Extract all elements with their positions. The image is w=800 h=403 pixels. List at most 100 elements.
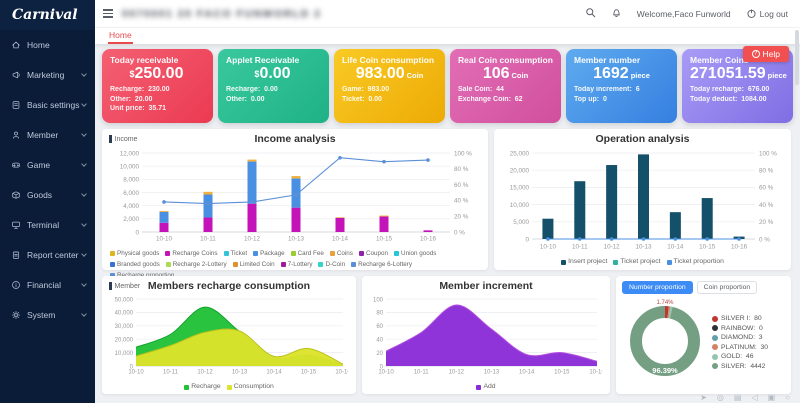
svg-text:10,000: 10,000 <box>120 163 140 170</box>
legend-item-package[interactable]: Package <box>253 249 285 259</box>
svg-text:20,000: 20,000 <box>510 168 530 175</box>
search-icon[interactable] <box>585 7 596 20</box>
legend-item-coupon[interactable]: Coupon <box>358 249 388 259</box>
card-value: 106 Coin <box>482 65 529 82</box>
legend-item-recharge-6-lottery[interactable]: Recharge 6-Lottery <box>351 260 412 270</box>
svg-text:80: 80 <box>376 311 383 317</box>
chevron-down-icon <box>81 161 87 167</box>
svg-text:30,000: 30,000 <box>115 324 134 330</box>
help-button[interactable]: ? Help <box>742 46 789 62</box>
legend-item-recharge-proportion[interactable]: Recharge proportion <box>110 271 174 281</box>
document-icon[interactable]: ▤ <box>733 393 742 402</box>
members-recharge-panel: Member Members recharge consumption 0 10,… <box>102 276 356 394</box>
sidebar-item-system[interactable]: System <box>0 300 95 330</box>
legend-item-ticket[interactable]: Ticket <box>223 249 247 259</box>
legend-item-d-coin[interactable]: D-Coin <box>318 260 345 270</box>
legend-item-ticket-project[interactable]: Ticket project <box>613 257 661 268</box>
legend-item-7-lottery[interactable]: 7-Lottery <box>280 260 312 270</box>
charts-row-2: Member Members recharge consumption 0 10,… <box>102 276 793 394</box>
card-detail-top-up: Top up: 0 <box>574 95 607 103</box>
legend-item-consumption[interactable]: Consumption <box>226 382 274 393</box>
sidebar-item-label: Goods <box>27 190 53 200</box>
donut-legend-item-silver-i[interactable]: SILVER I: 80 <box>712 315 768 322</box>
operation-chart-title: Operation analysis <box>595 133 690 145</box>
breadcrumb-home-tab[interactable]: Home <box>108 28 133 44</box>
chevron-down-icon <box>81 221 87 227</box>
donut-legend-item-platinum[interactable]: PLATINUM: 30 <box>712 344 768 351</box>
settings-icon <box>11 100 27 110</box>
svg-text:10-10: 10-10 <box>378 370 394 376</box>
sidebar-item-label: Marketing <box>27 70 65 80</box>
sidebar-item-report-center[interactable]: Report center <box>0 240 95 270</box>
legend-item-recharge[interactable]: Recharge <box>184 382 221 393</box>
svg-text:2,000: 2,000 <box>123 216 139 223</box>
svg-text:10-11: 10-11 <box>163 370 179 376</box>
sidebar-item-label: Member <box>27 130 59 140</box>
sidebar-item-terminal[interactable]: Terminal <box>0 210 95 240</box>
svg-text:10-14: 10-14 <box>332 236 349 243</box>
tab-coin-proportion[interactable]: Coin proportion <box>696 281 758 294</box>
svg-text:10-11: 10-11 <box>200 236 216 243</box>
printer-icon[interactable]: ▣ <box>767 393 776 402</box>
donut-legend-item-gold[interactable]: GOLD: 46 <box>712 353 768 360</box>
main-area: 0070001 20 FACO FUNWORLD 2 Welcome,Faco … <box>95 0 800 403</box>
svg-text:10-13: 10-13 <box>635 244 652 251</box>
svg-text:10-15: 10-15 <box>554 370 570 376</box>
svg-text:0 %: 0 % <box>759 236 770 243</box>
svg-text:10-10: 10-10 <box>540 244 557 251</box>
goods-icon <box>11 190 27 200</box>
terminal-icon <box>11 220 27 230</box>
svg-text:1.74%: 1.74% <box>656 300 674 306</box>
legend-item-physical-goods[interactable]: Physical goods <box>110 249 159 259</box>
sidebar-item-game[interactable]: Game <box>0 150 95 180</box>
svg-text:10,000: 10,000 <box>115 351 134 357</box>
income-chart: 0 2,000 4,000 6,000 8,000 10,000 12,000 0 % 20 %… <box>108 147 482 248</box>
legend-item-insert-project[interactable]: Insert project <box>561 257 607 268</box>
logout-button[interactable]: Log out <box>746 8 788 19</box>
sidebar-item-basic-settings[interactable]: Basic settings <box>0 90 95 120</box>
axis-label-bar <box>109 135 112 143</box>
recharge-chart-title: Members recharge consumption <box>147 280 311 292</box>
sidebar-item-home[interactable]: Home <box>0 30 95 60</box>
send-icon[interactable]: ➤ <box>700 393 707 402</box>
sidebar-item-member[interactable]: Member <box>0 120 95 150</box>
donut-legend-item-rainbow[interactable]: RAINBOW: 0 <box>712 325 768 332</box>
bell-icon[interactable] <box>611 7 622 20</box>
sidebar-item-financial[interactable]: Financial <box>0 270 95 300</box>
donut-legend-item-silver[interactable]: SILVER: 4442 <box>712 363 768 370</box>
eye-icon[interactable]: ◎ <box>716 393 724 402</box>
svg-text:40 %: 40 % <box>759 202 774 209</box>
card-title: Real Coin consumption <box>458 55 553 65</box>
menu-collapse-icon[interactable] <box>103 9 113 18</box>
svg-text:10-11: 10-11 <box>414 370 430 376</box>
legend-item-recharge-2-lottery[interactable]: Recharge 2-Lottery <box>165 260 227 270</box>
legend-item-union-goods[interactable]: Union goods <box>394 249 436 259</box>
chevron-down-icon <box>81 311 87 317</box>
legend-item-ticket-proportion[interactable]: Ticket proportion <box>666 257 724 268</box>
legend-item-recharge-coins[interactable]: Recharge Coins <box>165 249 218 259</box>
sidebar-item-goods[interactable]: Goods <box>0 180 95 210</box>
svg-text:10-13: 10-13 <box>232 370 248 376</box>
legend-item-branded-goods[interactable]: Branded goods <box>110 260 160 270</box>
legend-item-add[interactable]: Add <box>476 382 496 393</box>
speaker-icon[interactable]: ◁ <box>751 393 758 402</box>
svg-text:10-13: 10-13 <box>288 236 305 243</box>
tab-number-proportion[interactable]: Number proportion <box>622 281 693 294</box>
card-detail-game: Game: 983.00 <box>342 85 390 93</box>
svg-text:0: 0 <box>135 229 139 236</box>
svg-text:80 %: 80 % <box>759 168 774 175</box>
legend-item-coins[interactable]: Coins <box>329 249 353 259</box>
legend-item-card-fee[interactable]: Card Fee <box>290 249 324 259</box>
card-detail-other: Other: 20.00 <box>110 95 153 103</box>
search-small-icon[interactable]: ○ <box>785 393 790 402</box>
card-title: Member number <box>574 55 641 65</box>
donut-legend-item-diamond[interactable]: DIAMOND: 3 <box>712 334 768 341</box>
legend-item-limited-coin[interactable]: Limited Coin <box>232 260 275 270</box>
donut-legend: SILVER I: 80 RAINBOW: 0 DIAMOND: 3 PLATINUM… <box>712 315 768 370</box>
question-icon: ? <box>751 50 760 58</box>
sidebar-item-marketing[interactable]: Marketing <box>0 60 95 90</box>
operation-legend: Insert project Ticket project Ticket propo… <box>500 256 785 269</box>
brand-logo: Carnival <box>0 0 95 30</box>
scrollbar-thumb[interactable] <box>795 30 799 85</box>
svg-text:10-12: 10-12 <box>197 370 213 376</box>
